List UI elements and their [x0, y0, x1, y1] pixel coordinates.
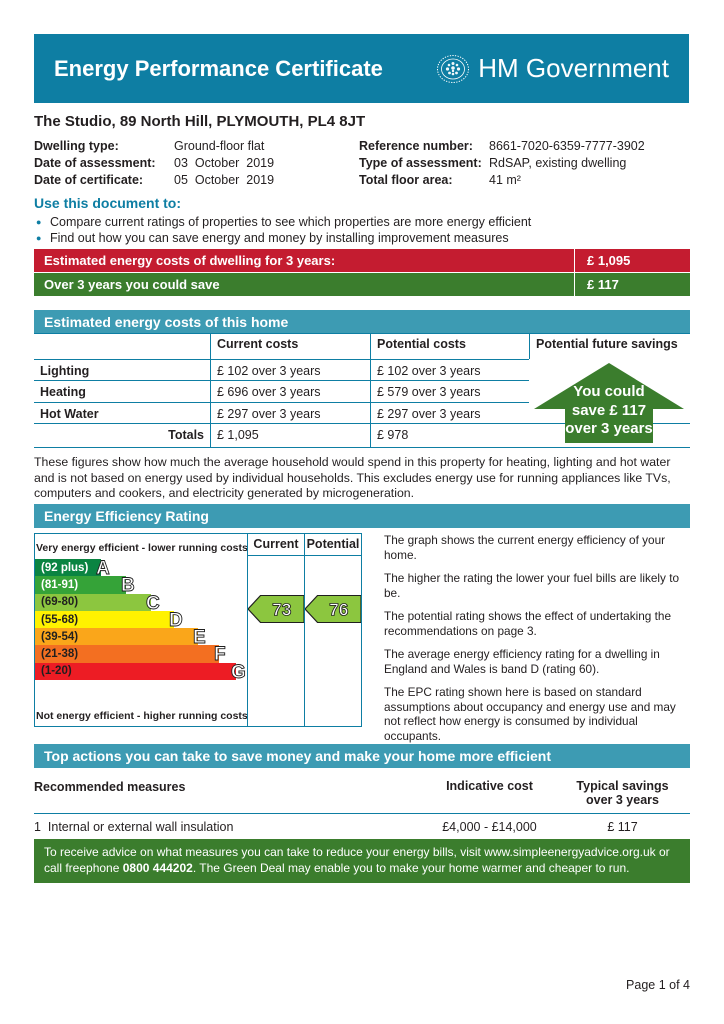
svg-text:D: D	[169, 610, 183, 630]
svg-text:B: B	[121, 575, 135, 595]
svg-text:F: F	[214, 644, 226, 664]
svg-text:76: 76	[329, 600, 349, 620]
svg-text:73: 73	[272, 600, 292, 620]
svg-text:C: C	[146, 593, 160, 613]
svg-text:E: E	[193, 627, 206, 647]
svg-text:G: G	[231, 662, 246, 682]
svg-text:A: A	[96, 558, 110, 578]
